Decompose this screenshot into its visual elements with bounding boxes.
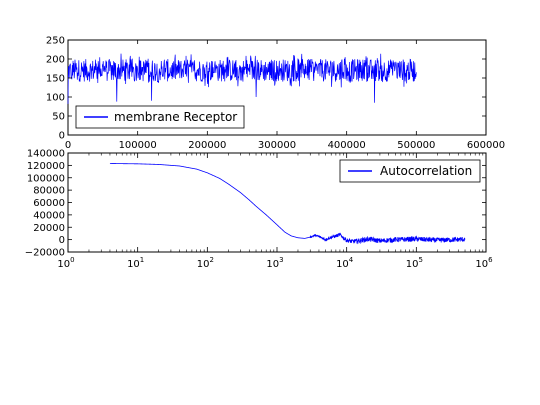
top-y-tick-label: 200 [46, 55, 65, 66]
top-x-tick-label: 300000 [258, 140, 296, 151]
autocorrelation-series-line [109, 163, 466, 245]
bottom-axis-ticks: 100 101 102 103 104 105 106−200000200004000060… [25, 149, 493, 271]
bottom-y-tick-label: 0 [59, 235, 65, 246]
top-y-tick-label: 0 [59, 131, 65, 142]
bottom-x-tick-exponent: 5 [418, 256, 422, 264]
bottom-legend-box [339, 159, 481, 183]
top-y-tick-label: 50 [52, 112, 65, 123]
top-series-group [67, 53, 417, 104]
bottom-legend: Autocorrelation [339, 159, 481, 183]
bottom-plot-autocorrelation: 100 101 102 103 104 105 106−200000200004000060… [25, 149, 493, 271]
top-x-tick-label: 200000 [188, 140, 226, 151]
bottom-legend-label: Autocorrelation [380, 164, 472, 178]
bottom-x-tick-exponent: 2 [209, 256, 213, 264]
top-legend-box [75, 105, 245, 129]
bottom-y-tick-label: 140000 [27, 149, 65, 160]
membrane-receptor-series-line [67, 53, 417, 104]
top-legend: membrane Receptor [75, 105, 245, 129]
bottom-y-tick-label: 40000 [33, 210, 65, 221]
bottom-x-tick-label: 105 [406, 256, 423, 270]
bottom-x-tick-exponent: 4 [349, 256, 354, 264]
top-axis-ticks: 0 100000 200000 300000 400000 500000 600000 0 50… [46, 36, 505, 152]
top-x-tick-label: 500000 [397, 140, 435, 151]
top-y-tick-label: 150 [46, 74, 65, 85]
bottom-x-tick-label: 102 [197, 256, 214, 270]
bottom-y-tick-label: 20000 [33, 223, 65, 234]
bottom-y-tick-label: −20000 [25, 248, 65, 259]
top-legend-label: membrane Receptor [114, 110, 237, 124]
top-y-tick-label: 250 [46, 36, 65, 47]
top-plot-membrane-receptor: 0 100000 200000 300000 400000 500000 600000 0 50… [46, 36, 505, 152]
top-x-tick-label: 400000 [328, 140, 366, 151]
bottom-y-tick-label: 120000 [27, 161, 65, 172]
bottom-x-tick-exponent: 3 [279, 256, 283, 264]
bottom-x-tick-exponent: 6 [488, 256, 493, 264]
bottom-x-tick-label: 106 [475, 256, 493, 270]
top-x-tick-label: 600000 [467, 140, 505, 151]
top-y-tick-label: 100 [46, 93, 65, 104]
bottom-y-tick-label: 60000 [33, 198, 65, 209]
bottom-series-group [109, 163, 466, 245]
bottom-y-tick-label: 80000 [33, 186, 65, 197]
bottom-x-tick-label: 101 [127, 256, 144, 270]
top-x-tick-label: 0 [65, 140, 71, 151]
bottom-x-tick-exponent: 0 [70, 256, 74, 264]
bottom-x-tick-label: 103 [266, 256, 283, 270]
top-x-tick-label: 100000 [119, 140, 157, 151]
bottom-x-tick-exponent: 1 [140, 256, 144, 264]
bottom-y-tick-label: 100000 [27, 173, 65, 184]
bottom-x-tick-label: 104 [336, 256, 354, 270]
